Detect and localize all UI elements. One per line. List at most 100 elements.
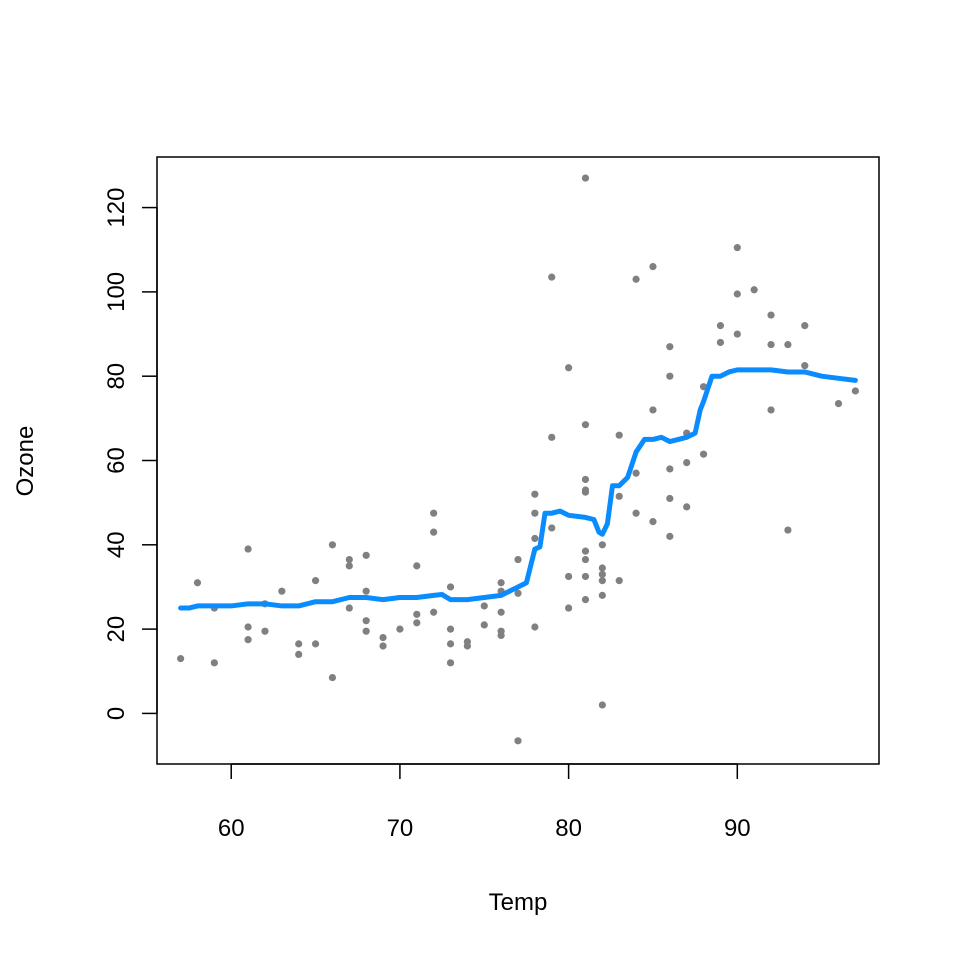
- data-point: [733, 330, 741, 338]
- data-point: [463, 642, 471, 650]
- data-point: [430, 528, 438, 536]
- data-point: [446, 659, 455, 667]
- data-point: [716, 338, 725, 347]
- data-point: [565, 364, 573, 372]
- data-point: [649, 406, 657, 414]
- data-point: [311, 577, 320, 585]
- data-point: [666, 532, 674, 540]
- x-axis-label: Temp: [489, 889, 548, 916]
- data-point: [278, 587, 286, 595]
- data-point: [632, 469, 640, 477]
- data-point: [311, 640, 320, 648]
- data-point: [480, 621, 488, 629]
- data-point: [497, 579, 505, 587]
- data-point: [548, 433, 556, 441]
- data-point: [598, 564, 606, 572]
- data-point: [598, 541, 606, 549]
- data-point: [581, 174, 590, 182]
- data-point: [548, 273, 556, 281]
- data-point: [446, 625, 455, 633]
- data-point: [784, 340, 792, 349]
- data-point: [531, 509, 539, 517]
- data-point: [210, 659, 218, 667]
- data-point: [649, 262, 657, 271]
- data-point: [295, 650, 303, 659]
- y-tick-label: 20: [103, 616, 130, 643]
- data-point: [733, 244, 741, 252]
- data-point: [784, 526, 792, 534]
- y-tick-label: 100: [103, 272, 130, 312]
- x-tick-label: 60: [218, 815, 245, 842]
- data-point: [362, 551, 370, 559]
- data-point: [413, 619, 421, 627]
- y-tick-label: 120: [103, 188, 130, 228]
- data-point: [767, 406, 775, 414]
- data-point: [615, 577, 623, 585]
- data-point: [666, 465, 674, 473]
- y-tick-label: 40: [103, 531, 130, 558]
- data-point: [514, 589, 522, 597]
- data-point: [598, 591, 606, 599]
- data-point: [345, 555, 353, 564]
- data-point: [581, 488, 590, 496]
- data-point: [767, 340, 775, 349]
- data-point: [177, 655, 185, 663]
- data-point: [362, 617, 370, 625]
- data-point: [632, 509, 640, 517]
- y-tick-label: 80: [103, 363, 130, 390]
- data-point: [531, 534, 539, 543]
- data-point: [430, 509, 438, 517]
- data-point: [514, 555, 522, 564]
- data-point: [581, 421, 590, 429]
- y-axis-label: Ozone: [12, 426, 39, 497]
- data-point: [396, 625, 404, 633]
- data-point: [750, 286, 758, 294]
- x-tick-label: 90: [724, 815, 751, 842]
- data-point: [801, 322, 809, 330]
- data-point: [801, 362, 809, 370]
- data-point: [581, 572, 590, 581]
- data-point: [379, 633, 387, 642]
- data-point: [379, 642, 387, 650]
- data-point: [565, 604, 573, 612]
- data-point: [834, 399, 843, 408]
- data-point: [446, 583, 455, 591]
- data-point: [497, 631, 505, 640]
- data-point: [699, 450, 708, 458]
- data-point: [581, 555, 590, 564]
- data-points: [177, 174, 859, 745]
- data-point: [480, 602, 488, 610]
- y-tick-label: 0: [103, 707, 130, 720]
- data-point: [497, 608, 505, 616]
- data-point: [514, 737, 522, 745]
- data-point: [683, 459, 691, 467]
- data-point: [531, 623, 539, 631]
- data-point: [851, 387, 859, 395]
- data-point: [345, 604, 353, 612]
- data-point: [548, 524, 556, 532]
- data-point: [632, 275, 640, 283]
- data-point: [581, 475, 590, 484]
- data-point: [598, 701, 606, 709]
- y-axis: 0 20 40 60 80 100 120: [103, 188, 158, 720]
- data-point: [328, 673, 337, 682]
- data-point: [666, 343, 674, 351]
- data-point: [328, 541, 337, 549]
- smoothed-trend-line: [178, 367, 858, 611]
- data-point: [446, 640, 455, 648]
- data-point: [430, 608, 438, 616]
- data-point: [767, 311, 775, 319]
- data-point: [598, 577, 606, 585]
- data-point: [261, 627, 269, 635]
- x-axis: 60 70 80 90: [218, 763, 751, 842]
- data-point: [531, 490, 539, 498]
- data-point: [666, 372, 674, 380]
- data-point: [193, 579, 202, 587]
- data-point: [362, 587, 370, 595]
- data-point: [733, 290, 741, 298]
- data-point: [649, 518, 657, 526]
- data-point: [666, 494, 674, 503]
- data-point: [295, 640, 303, 648]
